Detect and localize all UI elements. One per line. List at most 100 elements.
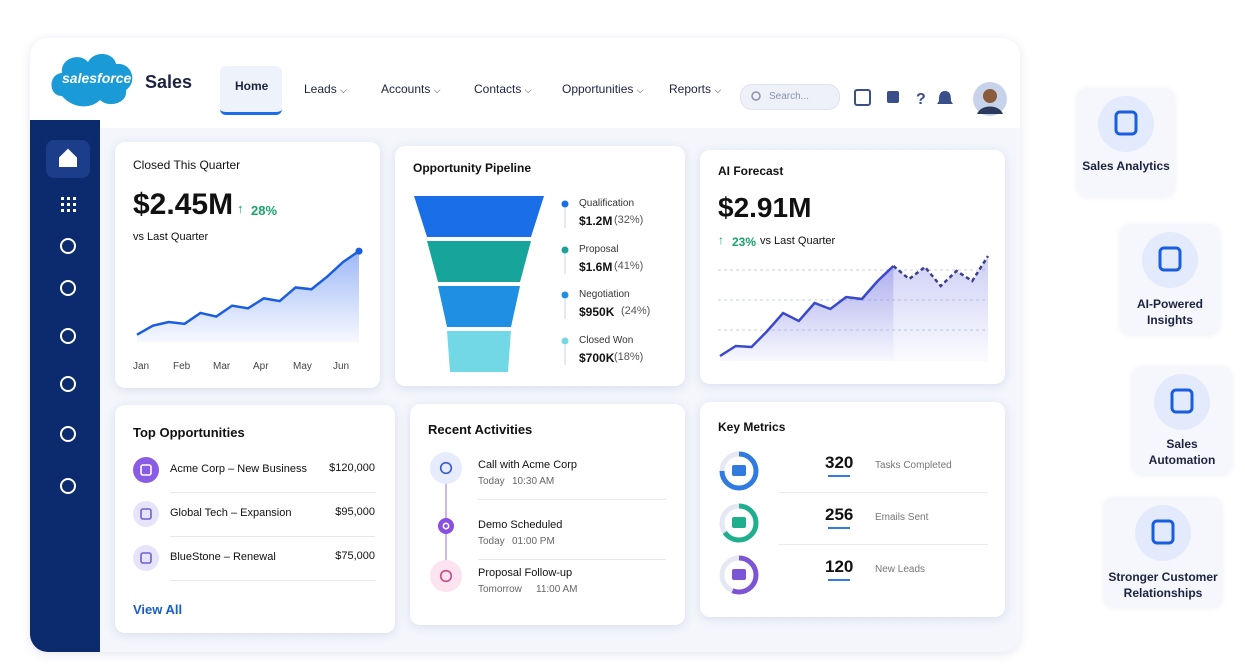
icon-shape — [60, 280, 76, 296]
sidebar-icon[interactable] — [60, 328, 76, 344]
opportunity-name[interactable]: BlueStone – Renewal — [170, 551, 276, 563]
dot — [73, 197, 76, 200]
icon-bg — [438, 518, 454, 534]
feature-label: Sales Automation — [1148, 437, 1216, 467]
search-box[interactable]: Search... — [740, 84, 840, 110]
sidebar-icon[interactable] — [60, 376, 76, 392]
header-icons: ? — [854, 89, 953, 108]
search-icon — [751, 91, 761, 101]
icon-bg — [133, 545, 159, 571]
stage-share: (32%) — [614, 214, 644, 226]
help-icon: ? — [916, 91, 926, 108]
change-arrow: ↑ — [237, 201, 244, 216]
feature-label: Sales Analytics — [1082, 159, 1170, 173]
stage-share: (24%) — [621, 305, 651, 317]
caret: ⌵ — [714, 85, 722, 95]
metric-value: 256 — [825, 505, 854, 524]
feature-tile: Sales Automation — [1132, 366, 1232, 474]
divider — [170, 580, 375, 581]
metric-underline — [828, 475, 850, 477]
avatar-body — [977, 106, 1003, 114]
card-title: AI Forecast — [718, 164, 784, 178]
sidebar-icon[interactable] — [60, 238, 76, 254]
forecast-trend — [719, 255, 990, 361]
ai-forecast-card: AI Forecast $2.91M ↑ 23% vs Last Quarter — [700, 150, 1005, 384]
nav-item[interactable]: Home — [235, 79, 269, 93]
activity-title: Call with Acme Corp — [478, 459, 578, 471]
metric-ring — [719, 503, 759, 543]
activity-day: Tomorrow — [478, 584, 522, 595]
dot — [561, 246, 569, 253]
row-icon — [133, 501, 159, 527]
icon-bg — [430, 560, 462, 592]
icon-glyph — [140, 508, 152, 520]
recent-activities-card: Recent Activities Call with Acme Corp Toda… — [410, 404, 685, 625]
divider — [478, 499, 666, 500]
icon-glyph — [442, 522, 450, 530]
stage-amount: $700K — [579, 350, 615, 365]
dot — [67, 209, 70, 212]
stage-amount: $1.2M — [579, 214, 613, 228]
logo-cloud — [51, 53, 133, 107]
sidebar-icons — [59, 148, 77, 494]
legend-dot — [561, 291, 569, 319]
activity-time: 01:00 PM — [512, 536, 555, 547]
trend-line — [719, 265, 895, 358]
area — [893, 256, 988, 361]
card-title: Key Metrics — [718, 420, 786, 434]
feature-tile: AI-Powered Insights — [1120, 224, 1220, 334]
feature-icon — [1098, 96, 1154, 152]
legend-dot — [561, 200, 569, 228]
sidebar-icon[interactable] — [60, 478, 76, 494]
funnel — [414, 196, 544, 372]
sidebar-icon[interactable] — [59, 148, 77, 167]
legend-dot — [561, 246, 569, 274]
feature-tile: Stronger Customer Relationships — [1104, 497, 1222, 607]
trend-line — [892, 255, 990, 288]
icon-shape — [60, 238, 76, 254]
row-icon — [133, 545, 159, 571]
icon-glyph — [1151, 519, 1175, 545]
stage-name: Negotiation — [579, 289, 630, 300]
nav-item[interactable]: Accounts ⌵ — [381, 82, 441, 96]
opportunity-name[interactable]: Global Tech – Expansion — [170, 507, 292, 519]
sidebar-icon[interactable] — [61, 197, 76, 212]
card-title: Recent Activities — [428, 422, 533, 437]
sidebar-icon[interactable] — [60, 280, 76, 296]
legend-dot — [561, 337, 569, 365]
feature-icon — [1135, 505, 1191, 561]
caret: ⌵ — [524, 85, 532, 95]
end-dot — [355, 247, 363, 255]
ring-icon — [732, 569, 746, 580]
stage-amount: $1.6M — [579, 259, 613, 274]
funnel-stage — [438, 286, 520, 327]
opportunity-name[interactable]: Acme Corp – New Business — [170, 463, 307, 475]
icon-shape — [60, 328, 76, 344]
logo — [51, 53, 133, 107]
plus-icon — [887, 91, 899, 103]
activity-icon — [430, 560, 462, 592]
closed-quarter-card: Closed This Quarter $2.45M ↑ 28% vs Last Qua… — [115, 142, 380, 388]
divider — [778, 544, 988, 545]
divider — [478, 559, 666, 560]
view-all-link[interactable]: View All — [133, 602, 183, 617]
icon-glyph — [1158, 246, 1182, 272]
ring — [719, 555, 759, 595]
nav-item[interactable]: Opportunities ⌵ — [562, 82, 644, 96]
metric-underline — [828, 579, 850, 581]
row-icon — [133, 457, 159, 483]
activity-icon — [438, 518, 454, 534]
caret: ⌵ — [636, 85, 644, 95]
stage-share: (18%) — [614, 350, 644, 363]
dot — [561, 291, 569, 299]
nav-item[interactable]: Leads ⌵ — [304, 82, 347, 96]
dot — [73, 203, 76, 206]
nav-item[interactable]: Reports ⌵ — [669, 82, 722, 96]
ring-icon — [732, 465, 746, 476]
x-label: Feb — [173, 361, 191, 372]
nav-item[interactable]: Contacts ⌵ — [474, 82, 532, 96]
card-title: Opportunity Pipeline — [413, 161, 532, 175]
pipeline-card: Opportunity Pipeline Qualification $1.2M (3… — [395, 146, 685, 386]
caret: ⌵ — [433, 85, 441, 95]
sidebar-icon[interactable] — [60, 426, 76, 442]
